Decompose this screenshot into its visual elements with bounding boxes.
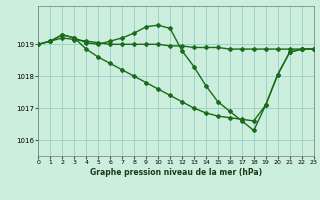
X-axis label: Graphe pression niveau de la mer (hPa): Graphe pression niveau de la mer (hPa) [90, 168, 262, 177]
